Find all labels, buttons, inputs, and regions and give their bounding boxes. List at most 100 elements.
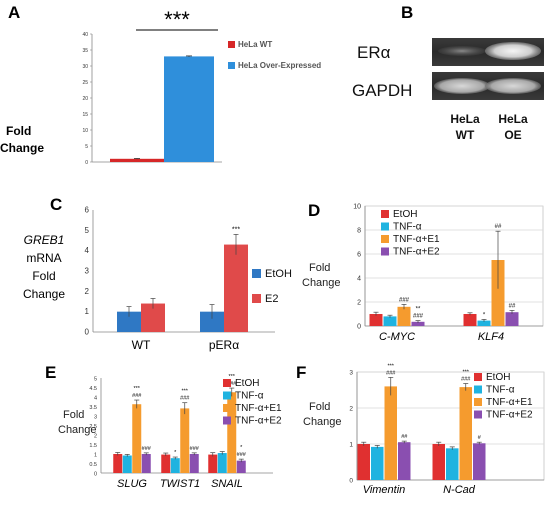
panel-e-sig-label: *** [229,374,236,380]
panel-d-bar [505,312,519,326]
panel-d-ytick-label: 8 [357,228,361,235]
panel-letter-d: D [308,201,320,220]
panel-e-legend-swatch [223,404,231,412]
panel-a-bar [164,56,214,162]
panel-e-legend-label: EtOH [235,378,259,389]
panel-f-ylabel-line1: Fold [309,401,330,413]
panel-c-bar [224,244,248,332]
panel-e-bar [161,454,171,473]
panel-a-ylabel-line2: Change [0,141,44,155]
panel-c-ytick-label: 4 [85,246,90,255]
panel-d: D Fold Change 0246810###**###C-MYC*####K… [302,201,544,343]
blot-band-era-wt [438,46,486,56]
panel-d-sig-label: ## [509,303,516,309]
panel-e-bar [122,455,132,473]
panel-e-category-label: TWIST1 [160,478,200,490]
panel-e-sig-label: * [174,450,177,456]
panel-e-bar [113,454,123,473]
panel-d-bar [383,316,397,326]
panel-letter-c: C [50,195,62,214]
panel-c-ylabel-line3: Fold [32,269,55,283]
panel-f-legend-swatch [474,385,482,394]
blot-lane-wt-line2: WT [456,128,475,142]
panel-f-ylabel-line2: Change [303,416,342,428]
panel-e-bar [170,458,180,473]
panel-d-bar [463,314,477,326]
panel-e-bar [208,454,218,473]
panel-d-ytick-label: 0 [357,324,361,331]
panel-d-sig-label: ### [399,297,410,303]
panel-e-ytick-label: 4 [94,396,97,402]
panel-a-legend-label: HeLa WT [238,40,272,49]
panel-e-sig-label: * [240,445,243,451]
panel-e-bar [236,460,246,473]
panel-c-ytick-label: 2 [85,287,90,296]
panel-e-ytick-label: 5 [94,377,97,383]
panel-d-ytick-label: 2 [357,300,361,307]
panel-e-ylabel-line2: Change [58,424,97,436]
panel-d-ylabel-line2: Change [302,277,341,289]
panel-e-ytick-label: 0 [94,472,97,478]
panel-e-sig-label: *** [134,386,141,392]
panel-d-legend-label: EtOH [393,209,417,220]
panel-c-legend-label: E2 [265,293,278,305]
panel-d-ytick-label: 4 [357,276,361,283]
panel-c: C GREB1 mRNA Fold Change 0 1 2 3 4 5 6 WT *** pER… [23,195,292,352]
panel-d-plot: 0246810###**###C-MYC*####KLF4EtOHTNF-αTN… [353,204,544,343]
panel-f-ytick-label: 0 [349,478,353,485]
panel-f-plot: 0123***#####Vimentin***####N-CadEtOHTNF-… [349,363,545,496]
blot-lane-wt-line1: HeLa [450,112,480,126]
panel-f-bar [432,444,445,480]
panel-f-bar [384,386,397,480]
panel-b: B ERα GAPDH HeLa WT HeLa OE [352,3,544,142]
panel-d-legend-label: TNF-α+E1 [393,234,440,245]
panel-e-sig-label: *** [182,389,189,395]
panel-d-sig-label: ### [413,314,424,320]
panel-a-legend-label: HeLa Over-Expressed [238,61,321,70]
panel-c-ylabel-line4: Change [23,287,65,301]
panel-a-ytick-label: 20 [82,96,88,102]
panel-c-ytick-label: 3 [85,267,90,276]
blot-band-gapdh-oe [485,78,541,94]
panel-f-legend-label: EtOH [486,372,510,383]
panel-f-sig-label: *** [388,363,395,369]
panel-f-sig-label: ### [461,377,471,383]
panel-c-bar [200,311,224,332]
panel-f-bar [446,448,459,480]
panel-c-sig-label: *** [232,226,240,233]
panel-c-ytick-label: 0 [85,328,90,337]
panel-d-bar [397,306,411,326]
panel-e-ytick-label: 2 [94,434,97,440]
panel-e-ytick-label: 0.5 [89,462,97,468]
panel-d-bar [491,260,505,326]
panel-a-ytick-label: 0 [85,160,88,166]
panel-f-bar [459,387,472,480]
panel-c-ylabel-line2: mRNA [26,251,61,265]
panel-c-bar [117,311,141,332]
panel-a-ytick-label: 25 [82,80,88,86]
panel-f-legend-swatch [474,410,482,419]
panel-d-ytick-label: 10 [353,204,361,211]
panel-f-category-label: N-Cad [443,484,476,496]
panel-e-ylabel-line1: Fold [63,409,84,421]
panel-e-bar [217,453,227,473]
panel-f-ytick-label: 2 [349,406,353,413]
panel-d-ylabel-line1: Fold [309,262,330,274]
panel-f-bar [473,443,486,480]
panel-e-plot: 00.511.522.533.544.55***######SLUG****##… [89,374,282,490]
panel-f-bar [398,442,411,480]
panel-d-legend-label: TNF-α [393,222,422,233]
panel-f-legend-swatch [474,373,482,381]
panel-c-plot: 0 1 2 3 4 5 6 WT *** pERα EtOH E2 [85,206,292,353]
panel-e-sig-label: ### [142,446,152,452]
panel-d-sig-label: * [483,312,486,318]
panel-d-legend-swatch [381,210,389,218]
panel-e-legend-swatch [223,379,231,387]
panel-d-bar [411,321,425,326]
panel-e-bar [227,392,237,473]
blot-lane-oe-line1: HeLa [498,112,528,126]
panel-e-sig-label: ### [237,452,247,458]
panel-c-legend-label: EtOH [265,268,292,280]
blot-label-era: ERα [357,43,391,62]
panel-c-ytick-label: 1 [85,307,90,316]
